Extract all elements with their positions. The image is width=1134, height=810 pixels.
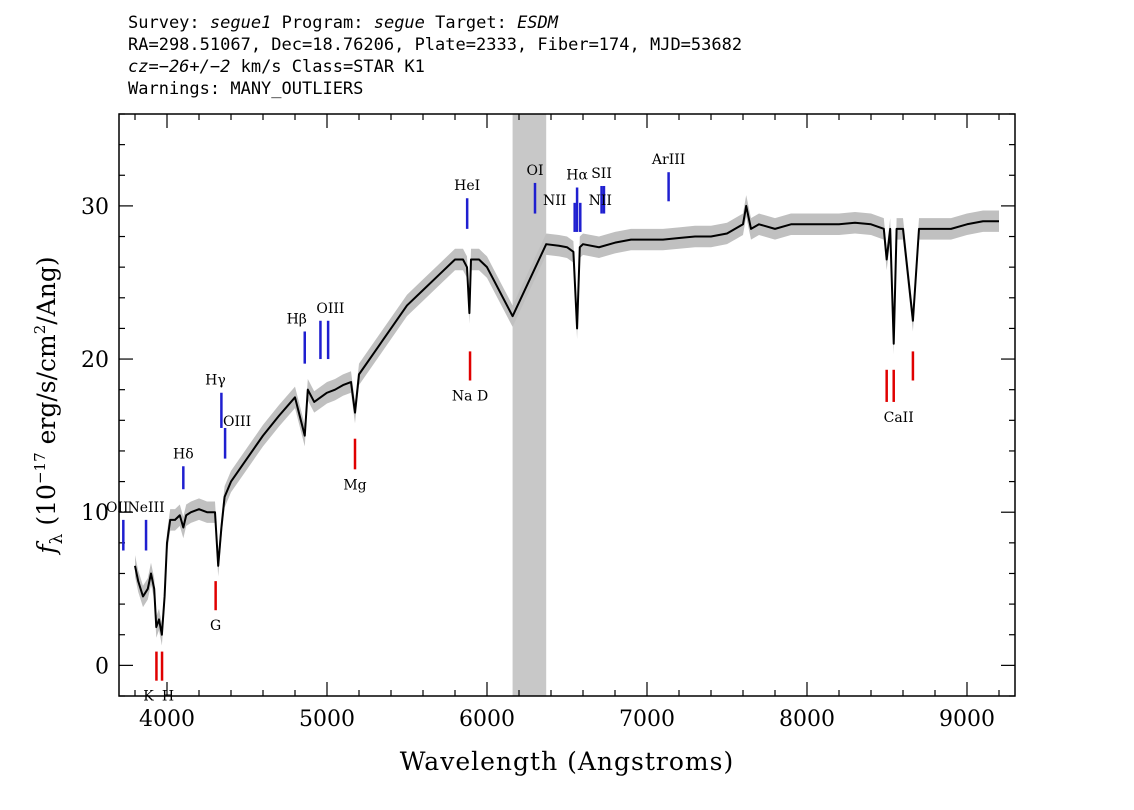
target-value: ESDM bbox=[517, 13, 559, 33]
x-axis-label: Wavelength (Angstroms) bbox=[400, 747, 734, 776]
y-tick-label: 20 bbox=[81, 348, 109, 373]
y-axis-label-part: /Ang) bbox=[32, 256, 61, 324]
y-axis-label-part: erg/s/cm bbox=[32, 334, 61, 452]
header-coords-line: RA=298.51067, Dec=18.76206, Plate=2333, … bbox=[128, 35, 743, 55]
emission-line-label: HeI bbox=[454, 178, 480, 194]
emission-line-label: SII bbox=[591, 166, 612, 182]
emission-line-label: OI bbox=[526, 163, 543, 179]
program-label: Program: bbox=[281, 13, 364, 33]
y-tick-label: 0 bbox=[95, 654, 109, 679]
survey-label: Survey: bbox=[128, 13, 200, 33]
y-axis-label: fλ (10−17 erg/s/cm2/Ang) bbox=[31, 256, 67, 555]
plot-frame bbox=[118, 113, 1016, 697]
survey-value: segue1 bbox=[209, 13, 272, 33]
x-tick-label: 7000 bbox=[619, 707, 675, 732]
class-text: km/s Class=STAR K1 bbox=[230, 57, 425, 77]
program-value: segue bbox=[373, 13, 425, 33]
absorption-line-label: G bbox=[210, 618, 221, 634]
emission-line-label: NII bbox=[589, 193, 612, 209]
absorption-line-label: CaII bbox=[884, 410, 914, 426]
absorption-line-label: H bbox=[162, 689, 174, 705]
emission-line-label: OII bbox=[106, 500, 129, 516]
y-axis-label-part: λ bbox=[47, 533, 67, 544]
emission-line-label: Hγ bbox=[205, 373, 226, 389]
emission-line-label: NeIII bbox=[127, 500, 164, 516]
emission-line-label: OIII bbox=[316, 301, 344, 317]
y-axis-label-part: (10 bbox=[32, 484, 61, 534]
target-label: Target: bbox=[435, 13, 507, 33]
y-axis-label-part: f bbox=[32, 541, 61, 556]
spectrum-line bbox=[134, 204, 999, 636]
x-tick-label: 4000 bbox=[139, 707, 195, 732]
y-tick-label: 30 bbox=[81, 195, 109, 220]
y-axis-label-part: 2 bbox=[31, 325, 49, 335]
emission-line-label: Hα bbox=[566, 168, 588, 184]
x-tick-label: 5000 bbox=[299, 707, 355, 732]
masked-region bbox=[512, 114, 547, 696]
spectrum-header: Survey: segue1 Program: segue Target: ES… bbox=[128, 12, 742, 100]
header-survey-line: Survey: segue1 Program: segue Target: ES… bbox=[128, 12, 742, 34]
emission-line-label: Hδ bbox=[173, 446, 194, 462]
header-warnings-line: Warnings: MANY_OUTLIERS bbox=[128, 79, 364, 99]
absorption-line-label: Na D bbox=[452, 388, 488, 404]
x-tick-label: 6000 bbox=[459, 707, 515, 732]
header-redshift-line: cz=−26+/−2 km/s Class=STAR K1 bbox=[128, 56, 742, 78]
x-tick-label: 9000 bbox=[939, 707, 995, 732]
emission-line-label: OIII bbox=[223, 414, 251, 430]
y-tick-label: 10 bbox=[81, 501, 109, 526]
error-band bbox=[135, 195, 999, 646]
emission-line-label: NII bbox=[543, 193, 566, 209]
absorption-line-label: K bbox=[143, 689, 154, 705]
redshift-value: cz=−26+/−2 bbox=[128, 57, 231, 77]
x-tick-label: 8000 bbox=[779, 707, 835, 732]
emission-line-label: ArIII bbox=[651, 152, 685, 168]
y-axis-label-part: −17 bbox=[31, 452, 49, 484]
emission-line-label: Hβ bbox=[287, 311, 307, 327]
absorption-line-label: Mg bbox=[343, 477, 366, 493]
